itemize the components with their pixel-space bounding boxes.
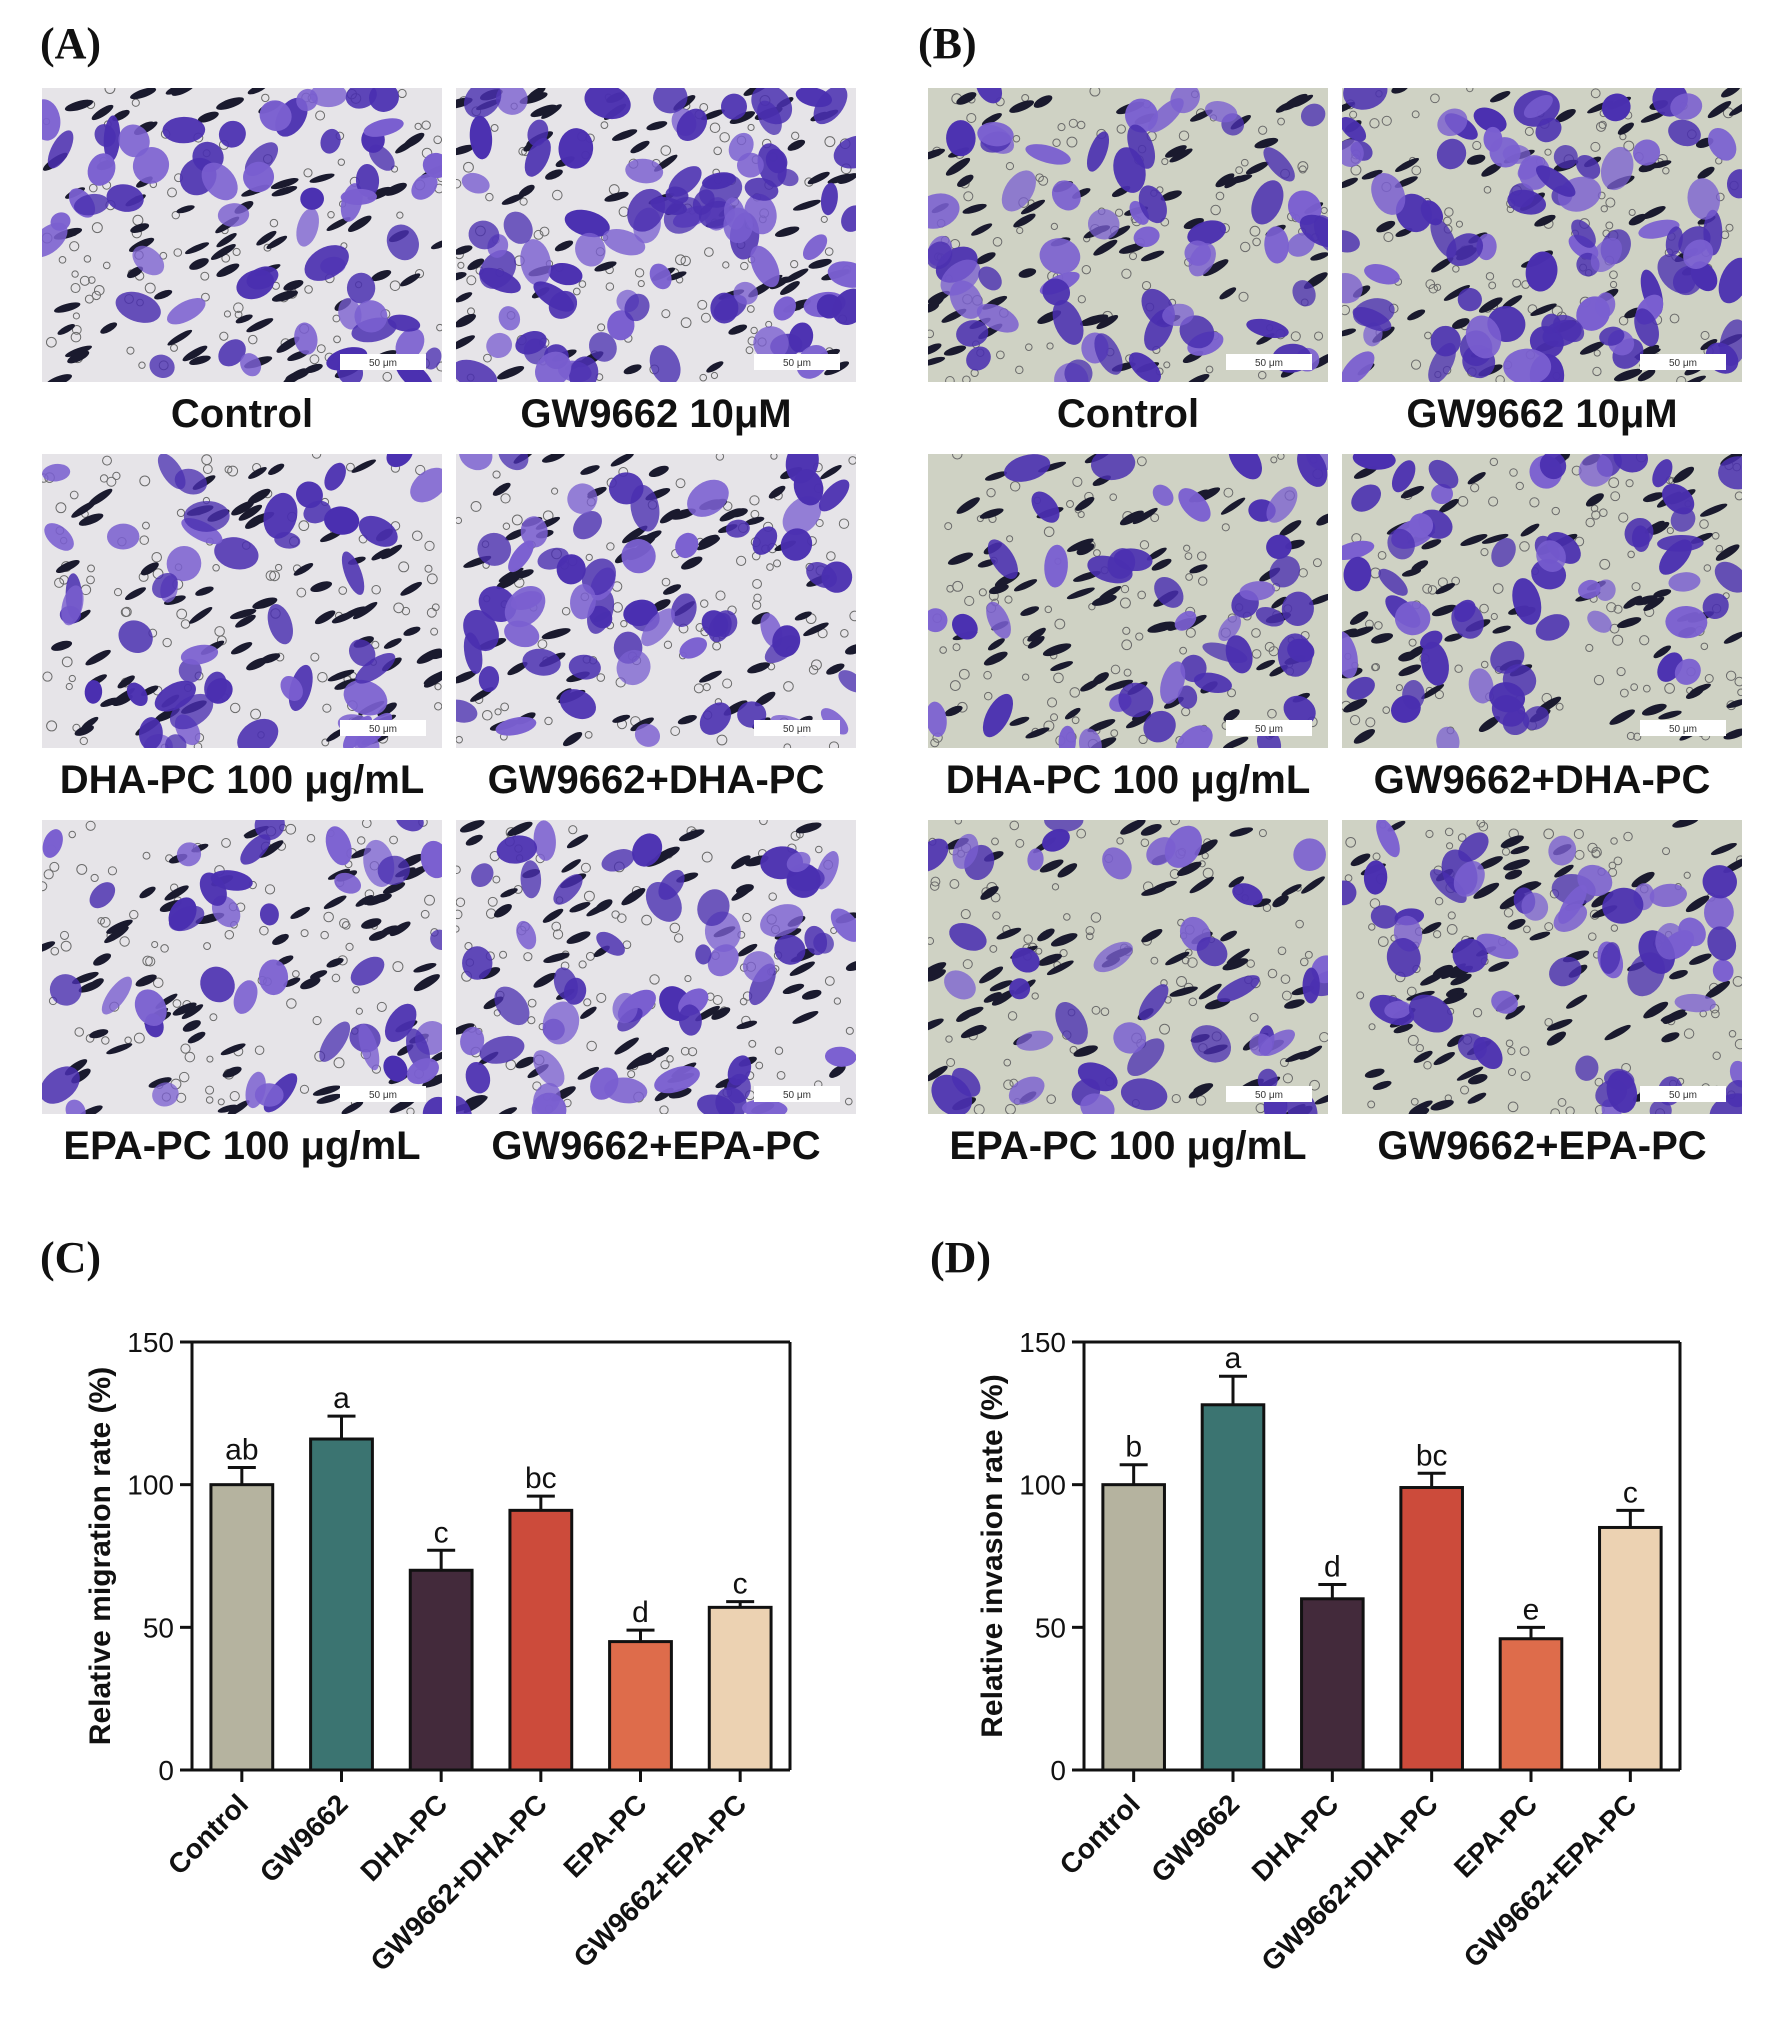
panel-letter-c: (C) [40, 1233, 102, 1282]
micrograph-b-5: 50 μm [928, 820, 1328, 1114]
scale-bar [1226, 720, 1312, 736]
scale-bar [754, 354, 840, 370]
chart-d-category-label-1: Control [1054, 1788, 1146, 1880]
chart-d-bar-5 [1498, 1637, 1564, 1772]
chart-c-sig-letter-3: c [434, 1516, 449, 1549]
chart-c-ytick-label-50: 50 [143, 1612, 174, 1643]
micrograph-a-3: 50 μm [42, 454, 442, 748]
chart-d-bar-1 [1101, 1483, 1166, 1772]
scale-bar-label: 50 μm [1669, 724, 1697, 735]
micrograph-caption-a-5: EPA-PC 100 μg/mL [63, 1124, 421, 1168]
chart-d-category-label-4: GW9662+DHA-PC [1255, 1788, 1444, 1977]
scale-bar-label: 50 μm [1669, 1090, 1697, 1101]
micrograph-caption-b-6: GW9662+EPA-PC [1377, 1124, 1707, 1168]
micrograph-caption-b-2: GW9662 10μM [1406, 392, 1678, 436]
micrograph-a-6: 50 μm [456, 820, 856, 1114]
micrograph-caption-a-2: GW9662 10μM [520, 392, 792, 436]
micrograph-b-6: 50 μm [1342, 820, 1742, 1114]
scale-bar-label: 50 μm [783, 358, 811, 369]
chart-c-bar-5 [608, 1640, 673, 1772]
chart-d-sig-letter-3: d [1324, 1551, 1341, 1584]
chart-c-category-label-5: EPA-PC [557, 1788, 652, 1883]
chart-c-bar-3 [408, 1568, 474, 1772]
chart-c-ytick-label-100: 100 [127, 1470, 174, 1501]
chart-d-ytick-label-0: 0 [1050, 1755, 1066, 1786]
chart-d-category-label-6: GW9662+EPA-PC [1458, 1788, 1643, 1973]
scale-bar [1640, 720, 1726, 736]
chart-c-ytick-label-0: 0 [158, 1755, 174, 1786]
chart-d-sig-letter-5: e [1523, 1593, 1540, 1626]
micrograph-a-5: 50 μm [42, 820, 442, 1114]
chart-c-category-label-6: GW9662+EPA-PC [567, 1788, 752, 1973]
scale-bar [754, 1086, 840, 1102]
chart-c-bar-2 [309, 1437, 374, 1772]
micrograph-a-4: 50 μm [456, 454, 856, 748]
chart-d-sig-letter-4: bc [1416, 1439, 1448, 1472]
chart-c-sig-letter-4: bc [525, 1462, 557, 1495]
scale-bar-label: 50 μm [1255, 1090, 1283, 1101]
scale-bar [1640, 354, 1726, 370]
scale-bar-label: 50 μm [783, 724, 811, 735]
chart-c-sig-letter-6: c [733, 1568, 748, 1601]
panel-letter-a: (A) [40, 19, 102, 68]
chart-c-category-label-3: DHA-PC [354, 1788, 453, 1887]
chart-c-sig-letter-2: a [333, 1382, 350, 1415]
scale-bar [1226, 1086, 1312, 1102]
micrograph-caption-b-5: EPA-PC 100 μg/mL [949, 1124, 1307, 1168]
micrograph-a-1: 50 μm [42, 88, 442, 382]
micrograph-caption-a-4: GW9662+DHA-PC [487, 758, 825, 802]
chart-c-category-label-1: Control [162, 1788, 254, 1880]
panel-letter-b: (B) [918, 19, 977, 68]
chart-d-category-label-5: EPA-PC [1448, 1788, 1543, 1883]
chart-c-ylabel: Relative migration rate (%) [84, 1367, 117, 1745]
chart-d-ytick-label-150: 150 [1019, 1327, 1066, 1358]
chart-d-sig-letter-2: a [1225, 1342, 1242, 1375]
chart-d-category-label-3: DHA-PC [1246, 1788, 1345, 1887]
scale-bar [340, 720, 426, 736]
chart-d-bar-4 [1399, 1486, 1464, 1772]
chart-c-bar-6 [707, 1605, 773, 1772]
chart-d-sig-letter-1: b [1125, 1431, 1142, 1464]
scale-bar-label: 50 μm [783, 1090, 811, 1101]
scale-bar [340, 354, 426, 370]
micrograph-a-2: 50 μm [456, 88, 856, 382]
micrograph-caption-a-1: Control [170, 392, 314, 436]
micrograph-caption-a-3: DHA-PC 100 μg/mL [59, 758, 425, 802]
scale-bar-label: 50 μm [1255, 724, 1283, 735]
chart-d-ylabel: Relative invasion rate (%) [976, 1374, 1009, 1737]
chart-d-ytick-label-100: 100 [1019, 1470, 1066, 1501]
micrograph-caption-b-3: DHA-PC 100 μg/mL [945, 758, 1311, 802]
scale-bar [1640, 1086, 1726, 1102]
chart-d-category-label-2: GW9662 [1145, 1788, 1245, 1888]
chart-c-sig-letter-5: d [632, 1596, 649, 1629]
micrograph-b-1: 50 μm [928, 88, 1328, 382]
chart-c-bar-1 [209, 1483, 275, 1772]
micrograph-b-4: 50 μm [1342, 454, 1742, 748]
scale-bar [754, 720, 840, 736]
micrograph-b-2: 50 μm [1342, 88, 1742, 382]
chart-c-category-label-2: GW9662 [254, 1788, 354, 1888]
micrograph-b-3: 50 μm [928, 454, 1328, 748]
scale-bar-label: 50 μm [369, 1090, 397, 1101]
micrograph-caption-b-1: Control [1056, 392, 1200, 436]
scale-bar [340, 1086, 426, 1102]
chart-d-sig-letter-6: c [1623, 1476, 1638, 1509]
chart-d-bar-3 [1300, 1597, 1365, 1772]
chart-c-ytick-label-150: 150 [127, 1327, 174, 1358]
scale-bar-label: 50 μm [369, 358, 397, 369]
chart-d-ytick-label-50: 50 [1035, 1612, 1066, 1643]
chart-c-sig-letter-1: ab [225, 1434, 258, 1467]
chart-c-category-label-4: GW9662+DHA-PC [364, 1788, 553, 1977]
chart-d-bar-6 [1598, 1525, 1663, 1772]
scale-bar [1226, 354, 1312, 370]
scale-bar-label: 50 μm [1255, 358, 1283, 369]
panel-letter-d: (D) [930, 1233, 992, 1282]
micrograph-caption-b-4: GW9662+DHA-PC [1373, 758, 1711, 802]
scale-bar-label: 50 μm [369, 724, 397, 735]
micrograph-caption-a-6: GW9662+EPA-PC [491, 1124, 821, 1168]
scale-bar-label: 50 μm [1669, 358, 1697, 369]
chart-c-bar-4 [508, 1508, 574, 1772]
chart-d-bar-2 [1200, 1403, 1266, 1772]
